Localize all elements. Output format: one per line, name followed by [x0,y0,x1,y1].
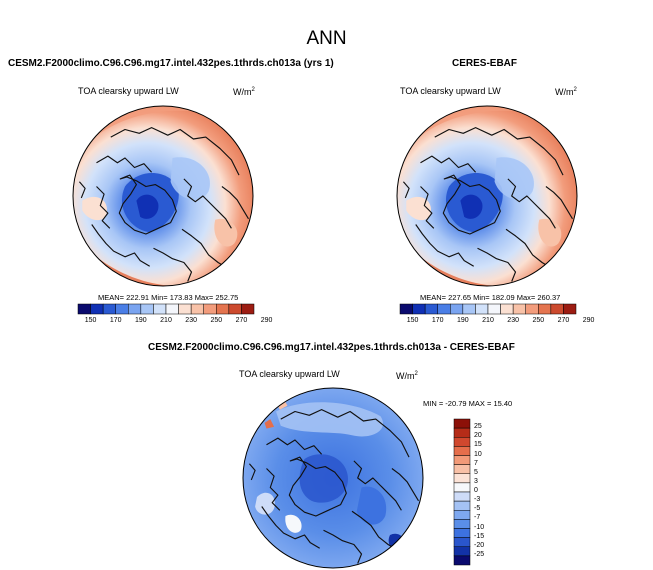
model-colorbar-box-8 [178,303,192,315]
obs-stats: MEAN= 227.65 Min= 182.09 Max= 260.37 [420,293,561,302]
model-colorbar-box-9 [190,303,204,315]
obs-colorbar-box-5 [462,303,476,315]
diff-colorbar-box-8 [453,491,471,502]
diff-colorbar-tick-9: -5 [474,505,481,513]
obs-colorbar-box-13 [563,303,577,315]
diff-colorbar-tick-4: 7 [474,459,478,467]
model-colorbar-tick-6: 270 [235,317,248,324]
model-colorbar-box-6 [153,303,167,315]
obs-units: W/m2 [555,87,577,97]
model-colorbar-tick-3: 210 [160,317,172,324]
model-colorbar-box-2 [102,303,116,315]
main-title: ANN [306,28,347,49]
model-colorbar-box-4 [128,303,142,315]
diff-colorbar-tick-7: 0 [474,487,478,494]
obs-colorbar-box-6 [475,303,489,315]
diff-colorbar-box-3 [453,446,471,456]
diff-colorbar-tick-13: -20 [474,541,485,549]
obs-colorbar-tick-0: 150 [406,317,419,324]
diff-colorbar-box-0 [453,418,471,429]
obs-colorbar-box-0 [399,303,413,315]
model-colorbar-box-7 [165,303,179,315]
diff-colorbar-tick-10: -7 [474,514,481,522]
diff-colorbar-box-15 [453,555,471,566]
obs-colorbar-box-9 [512,303,526,315]
diff-colorbar-box-12 [453,528,471,538]
diff-colorbar-box-7 [453,482,471,493]
diff-colorbar-tick-3: 10 [474,450,482,458]
obs-colorbar-tick-3: 210 [482,317,494,324]
obs-colorbar-box-3 [437,303,451,315]
model-stats: MEAN= 222.91 Min= 173.83 Max= 252.75 [98,293,239,302]
diff-colorbar [453,418,471,566]
model-colorbar-box-5 [140,303,154,315]
diff-colorbar-tick-12: -15 [474,532,485,540]
model-colorbar-tick-5: 250 [210,317,223,324]
obs-colorbar-box-4 [450,303,464,315]
diff-colorbar-tick-2: 15 [474,441,482,449]
diff-colorbar-tick-5: 5 [474,468,478,476]
obs-map [396,105,578,287]
model-colorbar-box-10 [203,303,217,315]
model-colorbar-box-0 [77,303,91,315]
obs-colorbar-tick-4: 230 [507,317,519,324]
obs-colorbar-tick-2: 190 [457,317,469,324]
obs-colorbar-box-12 [550,303,564,315]
model-colorbar-tick-1: 170 [109,317,122,324]
obs-colorbar-tick-7: 290 [582,317,595,324]
model-colorbar-box-12 [228,303,242,315]
model-map [72,105,254,287]
obs-variable-label: TOA clearsky upward LW [400,86,501,96]
diff-colorbar-box-5 [453,464,471,474]
diff-stats: MIN = -20.79 MAX = 15.40 [423,399,513,408]
obs-colorbar-box-11 [538,303,552,315]
diff-colorbar-box-14 [453,546,471,557]
model-panel-title: CESM2.F2000climo.C96.C96.mg17.intel.432p… [8,58,334,69]
model-colorbar-tick-2: 190 [135,317,147,324]
obs-colorbar-box-7 [487,303,501,315]
model-colorbar-box-3 [115,303,129,315]
diff-colorbar-tick-11: -10 [474,523,485,531]
diff-colorbar-box-11 [453,519,471,529]
diff-colorbar-box-4 [453,455,471,465]
diff-colorbar-tick-0: 25 [474,423,482,431]
model-variable-label: TOA clearsky upward LW [78,86,179,96]
diff-units: W/m2 [396,371,418,381]
model-units: W/m2 [233,87,255,97]
diff-panel-title: CESM2.F2000climo.C96.C96.mg17.intel.432p… [148,342,515,353]
diff-colorbar-box-9 [453,500,471,511]
obs-colorbar-box-2 [424,303,438,315]
diff-colorbar-box-10 [453,510,471,520]
obs-colorbar-tick-1: 170 [431,317,444,324]
model-colorbar-box-1 [90,303,104,315]
obs-colorbar [399,303,577,315]
obs-colorbar-tick-6: 270 [557,317,570,324]
diff-colorbar-tick-6: 3 [474,477,478,485]
model-colorbar-box-11 [216,303,230,315]
obs-colorbar-box-1 [412,303,426,315]
obs-colorbar-box-8 [500,303,514,315]
diff-colorbar-box-1 [453,427,471,438]
diff-colorbar-box-13 [453,537,471,547]
model-colorbar-tick-4: 230 [185,317,197,324]
diff-variable-label: TOA clearsky upward LW [239,369,340,379]
model-colorbar [77,303,255,315]
diff-colorbar-box-2 [453,437,471,447]
obs-colorbar-box-10 [525,303,539,315]
diff-colorbar-tick-14: -25 [474,550,485,558]
model-colorbar-tick-7: 290 [260,317,273,324]
diff-colorbar-tick-8: -3 [474,496,481,504]
diff-colorbar-box-6 [453,473,471,484]
model-colorbar-tick-0: 150 [84,317,97,324]
diff-colorbar-tick-1: 20 [474,432,482,440]
model-colorbar-box-13 [241,303,255,315]
obs-panel-title: CERES-EBAF [452,58,518,69]
diff-map [242,387,424,569]
obs-colorbar-tick-5: 250 [532,317,545,324]
